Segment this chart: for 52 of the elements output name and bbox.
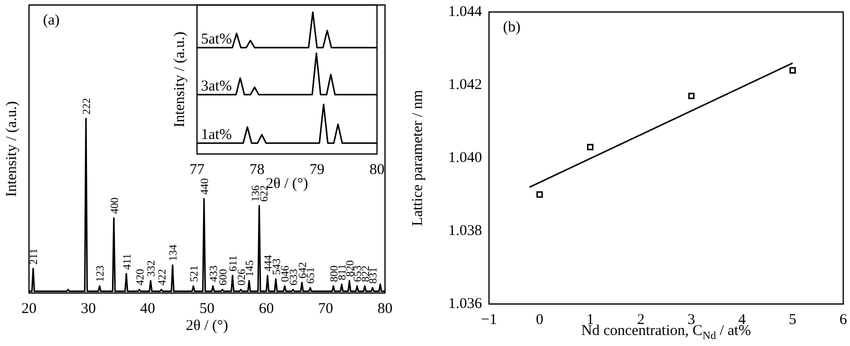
y-axis-title: Lattice parameter / nm (410, 90, 426, 226)
annotation: 831 (368, 267, 380, 284)
annotation: 411 (121, 254, 134, 270)
annotation: 633 (288, 268, 300, 286)
x-tick-label: 0 (536, 312, 544, 328)
x-tick-label: 5 (788, 312, 796, 328)
y-axis-title: Intensity / (a.u.) (172, 32, 188, 128)
x-tick-label: 6 (840, 312, 848, 328)
x-tick-label: 78 (250, 162, 264, 178)
x-tick-label: 80 (370, 162, 384, 178)
annotation: 400 (108, 196, 121, 214)
annotation: 123 (94, 265, 107, 282)
annotation: 145 (244, 260, 256, 277)
point (789, 67, 796, 74)
x-axis-title: 2θ / (°) (186, 318, 228, 334)
point (586, 144, 594, 150)
x-tick-label: 70 (318, 300, 334, 317)
text: (a) (43, 12, 60, 28)
x-tick-label: 77 (190, 162, 205, 178)
x-tick-label: 50 (200, 300, 214, 317)
annotation: 611 (227, 255, 240, 272)
annotation: 651 (305, 267, 318, 284)
y-tick-label: 1.038 (448, 222, 482, 239)
annotation: 440 (198, 178, 211, 195)
y-axis-title: Intensity / (a.u.) (4, 101, 20, 197)
annotation: 521 (188, 266, 200, 282)
annotation: 332 (146, 260, 158, 277)
y-tick-label: 1.042 (448, 76, 482, 93)
point (688, 92, 695, 100)
annotation: 134 (168, 244, 180, 262)
x-tick-label: −1 (481, 312, 497, 328)
x-tick-label: 40 (140, 300, 156, 317)
x-tick-label: 2 (637, 312, 645, 328)
annotation: (b) (503, 19, 520, 36)
annotation: 600 (217, 268, 230, 286)
x-tick-label: 20 (22, 300, 36, 317)
y-tick-label: 1.040 (448, 150, 482, 166)
x-tick-label: 30 (80, 300, 96, 317)
series-label: 3at% (201, 78, 232, 95)
annotation: 211 (28, 248, 40, 265)
annotation: 422 (156, 269, 168, 286)
annotation: 222 (80, 98, 93, 114)
x-tick-label: 79 (310, 162, 324, 178)
x-tick-label: 80 (378, 300, 392, 317)
series-label: 5at% (201, 32, 232, 48)
annotation: 420 (134, 268, 146, 286)
x-tick-label: 60 (258, 300, 274, 317)
point (536, 191, 543, 198)
series-label: 1at% (201, 127, 232, 144)
annotation: 433 (208, 265, 220, 282)
y-tick-label: 1.036 (448, 296, 482, 312)
y-tick-label: 1.044 (448, 4, 482, 20)
